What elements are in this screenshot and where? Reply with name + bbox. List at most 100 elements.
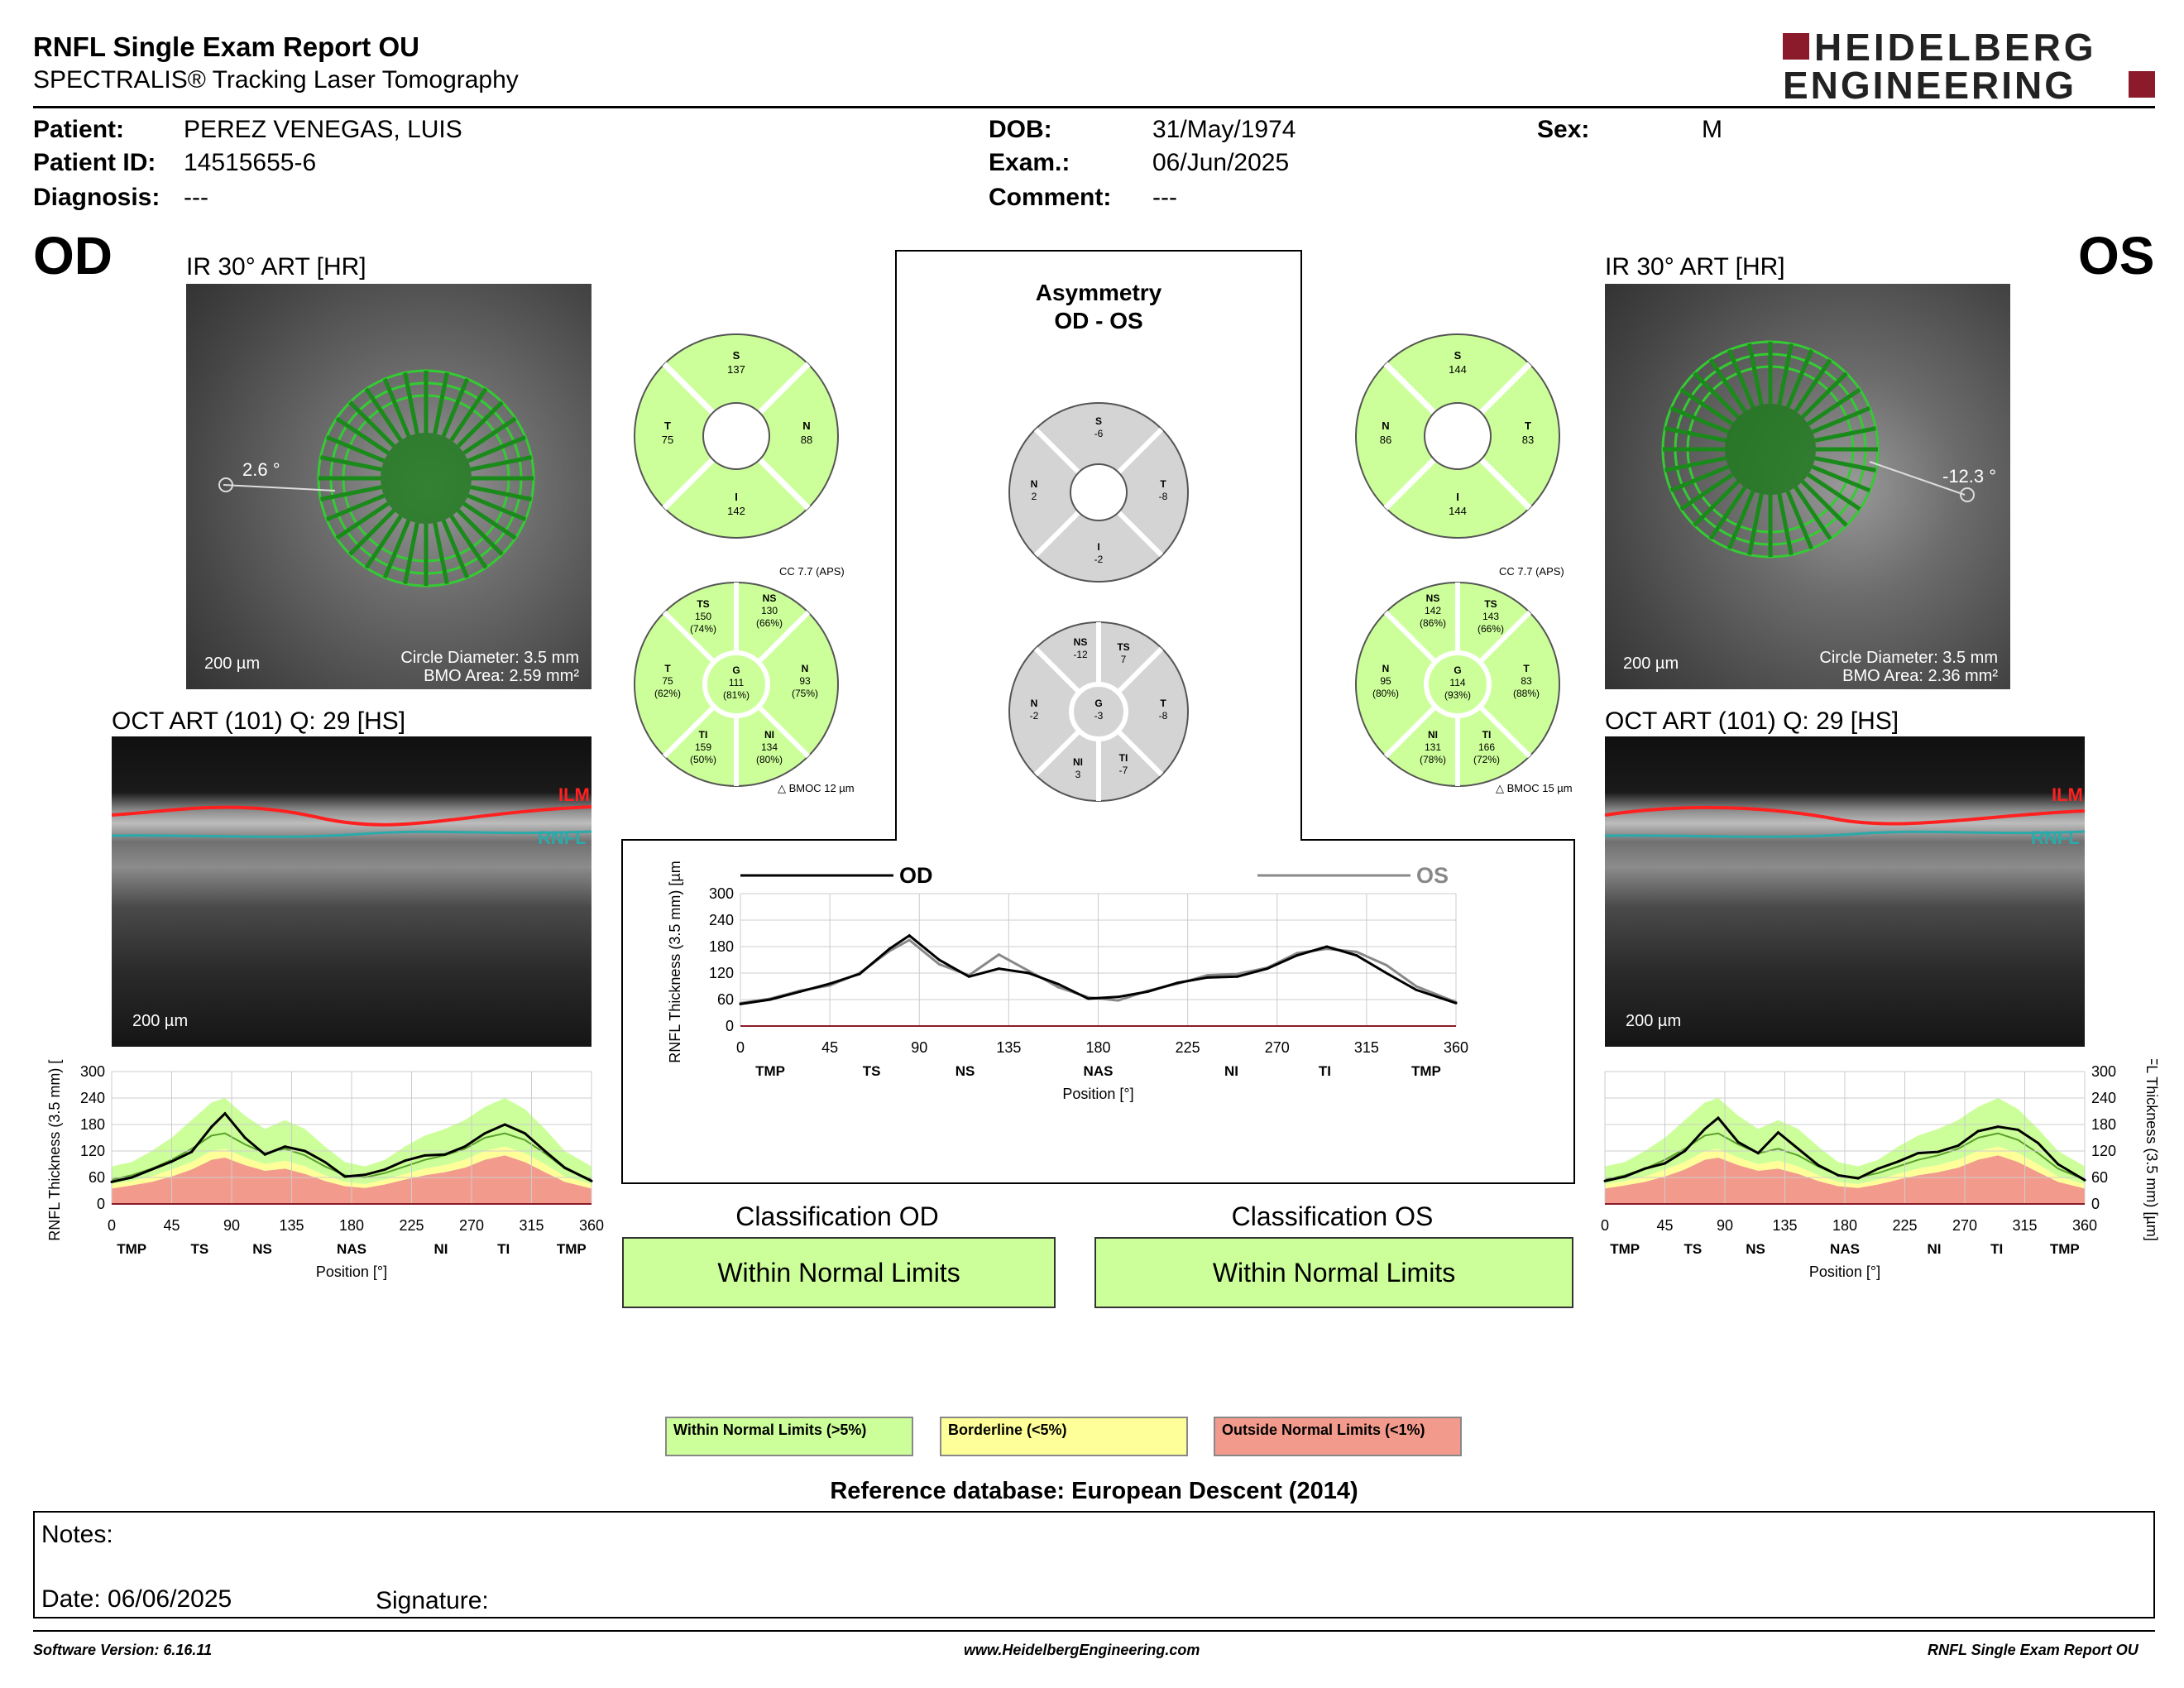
svg-text:I: I [1097,541,1099,553]
od-line-point [1206,976,1209,979]
svg-text:S: S [733,349,740,362]
os-scan-circle-overlay: -12.3 ° 200 µm Circle Diameter: 3.5 mm B… [1623,340,1998,685]
x-tick-label: 0 [108,1217,116,1234]
asymmetry-title: Asymmetry [1035,280,1162,305]
x-tick-label: 225 [1892,1217,1917,1234]
x-tick-label: 315 [519,1217,544,1234]
classification-od-box: Within Normal Limits [622,1237,1056,1308]
scan-spoke [320,455,382,472]
od-thickness-line-point [590,1179,593,1182]
od-s-ti-v: 159 [695,741,711,753]
scan-spoke [1679,472,1734,511]
os-oct-bscan-image: ILM RNFL 200 µm [1605,736,2085,1047]
sector-label: NI [1224,1063,1238,1079]
scan-spoke [382,519,411,579]
od-ilm-label: ILM [558,784,590,805]
x-tick-label: 270 [1952,1217,1977,1234]
scan-spoke [1747,343,1764,405]
od-line-point [1296,954,1299,957]
y-tick-label: 0 [726,1018,734,1034]
od-thickness-line-point [503,1123,506,1126]
scan-spoke [364,515,403,569]
x-tick-label: 360 [1444,1039,1468,1056]
x-tick-label: 315 [1354,1039,1379,1056]
svg-text:N: N [1031,698,1038,709]
signature-label: Signature: [376,1587,489,1614]
od-line-point [769,998,772,1001]
asym-q-s: -6 [1094,428,1104,439]
sector-label: NAS [337,1241,366,1257]
os-s-ni-v: 131 [1425,741,1441,753]
legend-od-label: OD [899,863,933,888]
od-s-ns-v: 130 [761,605,778,616]
os-thickness-line-point [1856,1177,1860,1180]
company-website[interactable]: www.HeidelbergEngineering.com [964,1642,1200,1658]
scan-spoke [433,372,449,434]
os-line-point [1206,974,1209,977]
svg-text:NS: NS [1074,636,1088,648]
scan-spoke [1708,486,1747,540]
scan-spoke [457,509,504,556]
od-line-point [798,990,802,993]
od-thickness-chart: 300 240 180 120 60 00 45 90 135 180 225 270 315 360 TM… [46,1059,604,1280]
od-s-ts-v: 150 [695,611,711,622]
od-thickness-line-point [343,1175,347,1178]
os-thickness-line-point [1717,1116,1720,1120]
od-line-point [888,947,891,951]
svg-text:G: G [732,664,740,676]
od-line-point [1266,967,1269,971]
scan-spoke [1708,358,1747,413]
svg-text:S: S [1095,415,1102,427]
svg-text:G: G [1454,664,1461,676]
od-q-t: 75 [662,434,673,446]
x-tick-label: 0 [736,1039,745,1056]
od-line-point [937,958,941,961]
exam-value: 06/Jun/2025 [1152,149,1290,176]
os-eye-label: OS [2078,226,2155,285]
svg-text:TS: TS [697,598,709,610]
x-tick-label: 315 [2012,1217,2037,1234]
logo-line1: HEIDELBERG [1814,26,2097,69]
y-tick-label: 120 [709,965,734,981]
os-s-ti-p: (72%) [1473,754,1500,765]
od-bmoc: △ BMOC 12 µm [778,782,855,794]
y-axis-title: RNFL Thickness (3.5 mm) [µm] [667,861,683,1063]
svg-text:S: S [1454,349,1462,362]
dob-label: DOB: [989,116,1052,143]
sector-label: TMP [557,1241,587,1257]
asymmetry-subtitle: OD - OS [1054,308,1143,333]
os-thickness-line-point [2083,1178,2086,1182]
heidelberg-logo: HEIDELBERG ENGINEERING [1783,26,2159,107]
scan-spoke [348,400,395,448]
od-thickness-line-point [243,1136,247,1139]
od-thickness-line-point [223,1112,227,1115]
od-thickness-line-point [424,1153,427,1157]
scan-spoke [1801,480,1848,527]
od-eye-label: OD [33,226,113,285]
scan-spoke [1664,426,1727,443]
os-bmoc: △ BMOC 15 µm [1496,782,1573,794]
x-axis-title: Position [°] [1809,1264,1880,1280]
asym-s-ni: 3 [1075,769,1081,780]
os-q-s: 144 [1449,363,1467,376]
os-thickness-line-point [1776,1131,1779,1134]
od-scan-circle-overlay: 2.6 ° 200 µm Circle Diameter: 3.5 mm BMO… [204,369,579,685]
od-s-ni-v: 134 [761,741,778,753]
svg-text:NI: NI [1428,729,1438,741]
svg-text:T: T [1160,478,1166,490]
os-q-n: 86 [1380,434,1391,446]
od-ir-label: IR 30° ART [HR] [186,253,366,281]
y-tick-label: 60 [89,1169,105,1186]
sector-label: TI [497,1241,510,1257]
y-tick-label: 60 [2091,1169,2108,1186]
svg-text:I: I [1456,491,1459,503]
asym-q-t: -8 [1159,491,1168,502]
scan-spoke [1747,493,1764,555]
report-title: RNFL Single Exam Report OU [33,31,419,62]
os-s-ti-v: 166 [1478,741,1495,753]
od-oct-label: OCT ART (101) Q: 29 [HS] [112,707,406,735]
y-tick-label: 300 [2091,1063,2116,1080]
y-tick-label: 60 [717,991,734,1008]
sector-label: TMP [1610,1241,1640,1257]
svg-text:TS: TS [1484,598,1497,610]
